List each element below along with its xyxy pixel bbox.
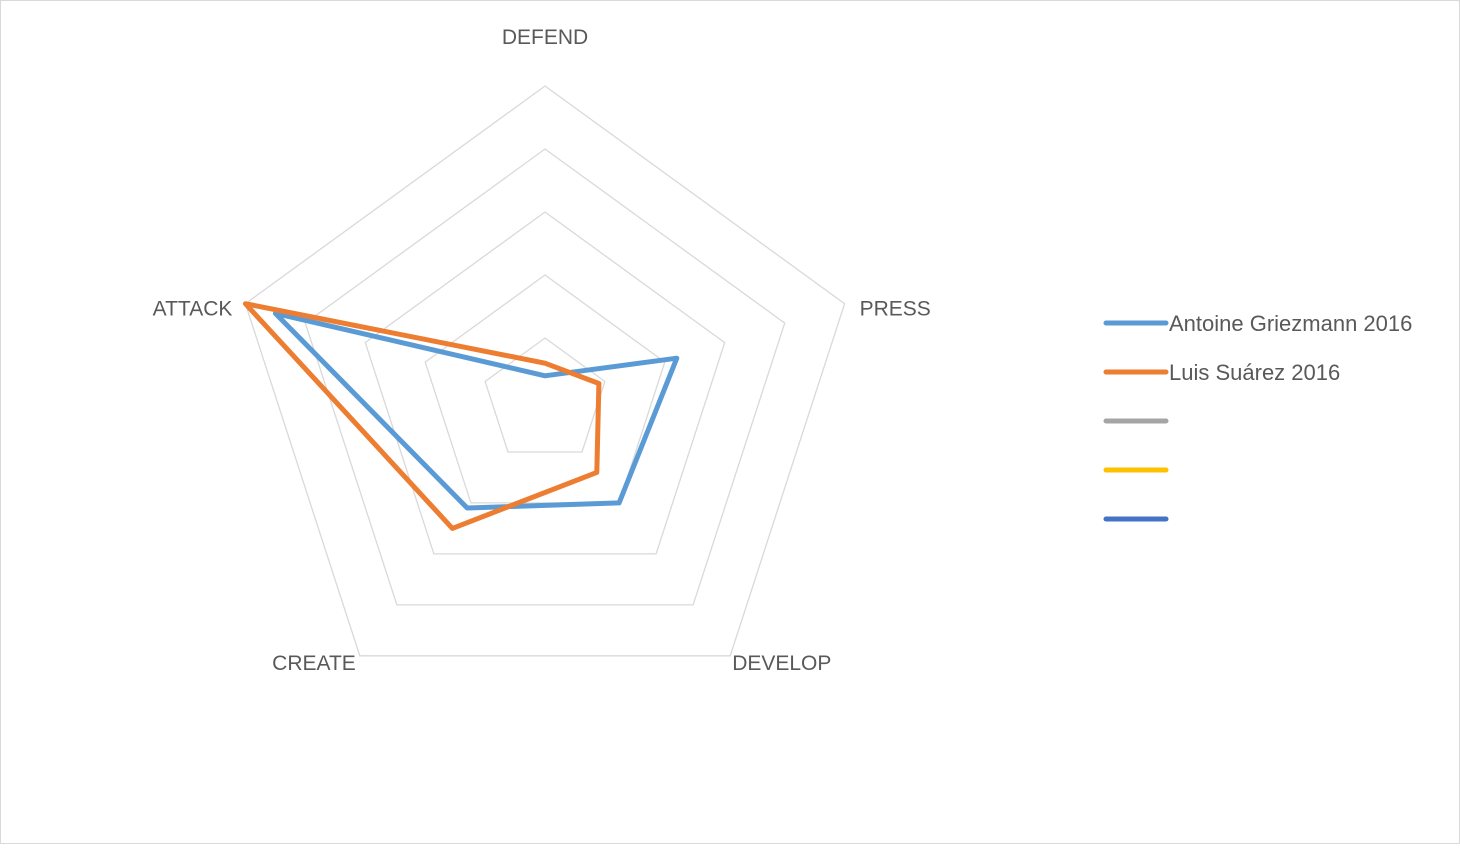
gridline-ring-2: [424, 274, 666, 504]
axis-label-defend: DEFEND: [502, 26, 588, 49]
radar-gridlines: [244, 85, 846, 657]
axis-label-create: CREATE: [272, 652, 356, 675]
gridline-ring-4: [304, 148, 786, 606]
axis-label-press: PRESS: [860, 298, 931, 321]
gridline-ring-5: [244, 85, 846, 657]
legend-label-1: Antoine Griezmann 2016: [1169, 311, 1412, 336]
series-lines: [242, 301, 680, 531]
legend: Antoine Griezmann 2016 Luis Suárez 2016: [1103, 311, 1412, 522]
axis-labels: DEFEND PRESS DEVELOP CREATE ATTACK: [153, 26, 931, 675]
axis-label-attack: ATTACK: [153, 298, 233, 321]
gridline-ring-3: [364, 211, 726, 555]
series-line-1: [272, 310, 680, 511]
legend-label-2: Luis Suárez 2016: [1169, 360, 1340, 385]
gridline-ring-1: [484, 337, 606, 453]
axis-label-develop: DEVELOP: [732, 652, 831, 675]
series-line-2: [242, 301, 602, 531]
